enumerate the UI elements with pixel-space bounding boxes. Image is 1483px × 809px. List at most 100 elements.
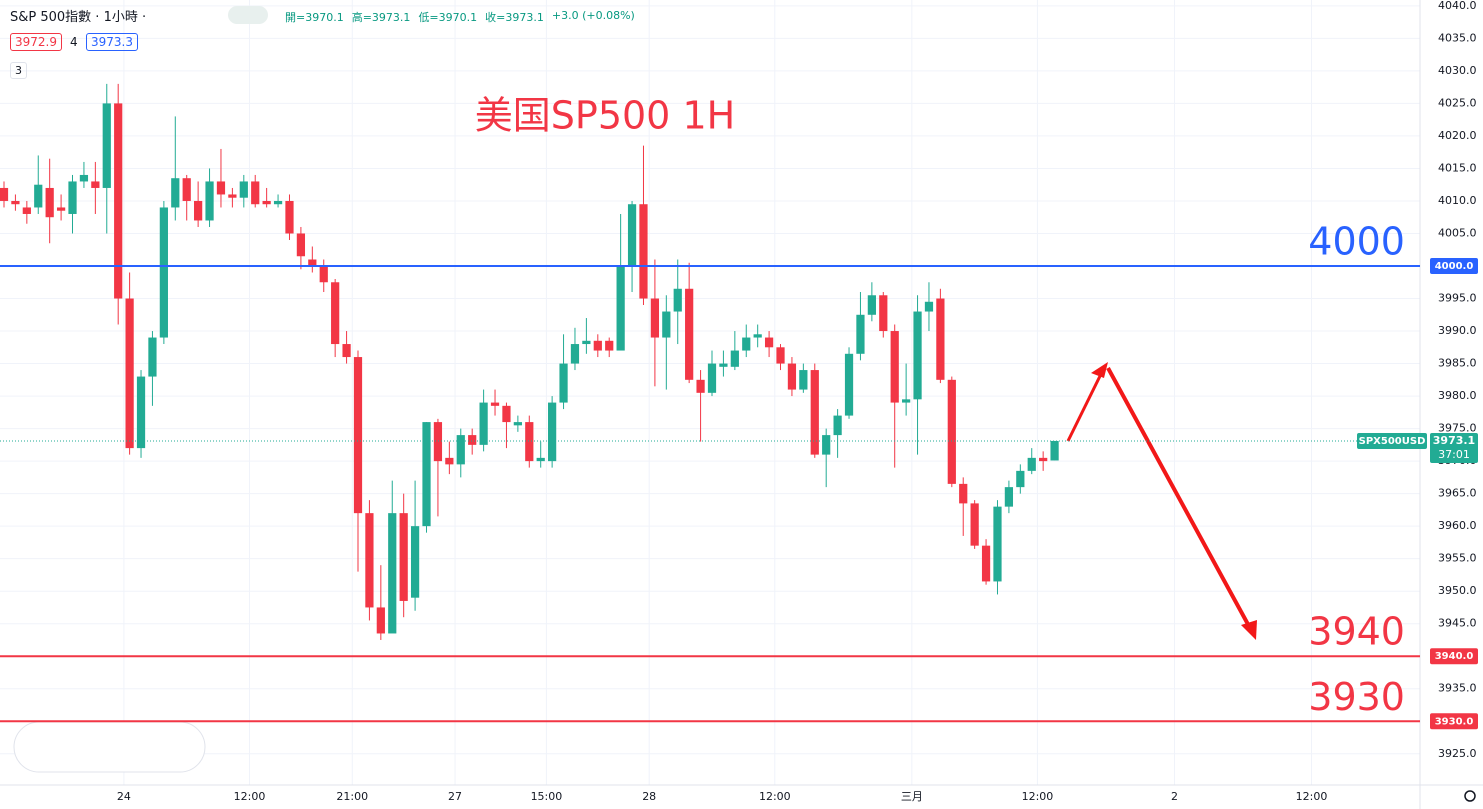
candle-body (685, 288, 694, 380)
x-tick-label: 28 (642, 790, 656, 803)
candle-body (856, 314, 865, 354)
candle-body (890, 331, 899, 403)
y-tick-label: 3975.0 (1438, 422, 1477, 435)
x-tick-label: 12:00 (1296, 790, 1328, 803)
candle-body (1039, 457, 1048, 462)
countdown: 37:01 (1438, 448, 1470, 461)
y-tick-label: 4020.0 (1438, 129, 1477, 142)
y-tick-label: 4005.0 (1438, 226, 1477, 239)
candle-body (68, 181, 77, 214)
candle-body (548, 402, 557, 462)
candle-body (627, 204, 637, 267)
level-tag: 4000.0 (1435, 261, 1474, 272)
candle-body (251, 181, 260, 205)
bid[interactable]: 3972.9 (10, 33, 62, 51)
level-label: 3930 (1308, 675, 1405, 719)
candle-body (308, 259, 317, 267)
candle-body (125, 298, 134, 449)
ohlc-low: 低=3970.1 (418, 11, 478, 24)
candle-body (433, 422, 443, 462)
candle-body (981, 545, 991, 582)
last-tag: 3973.1 (1433, 434, 1475, 447)
candle-body (228, 194, 237, 198)
candle-body (993, 506, 1002, 582)
candle-body (342, 344, 351, 358)
y-tick-label: 3990.0 (1438, 324, 1477, 337)
y-tick-label: 4035.0 (1438, 31, 1477, 44)
candle-body (536, 457, 545, 462)
arrow-up (1066, 371, 1104, 442)
x-tick-label: 12:00 (1022, 790, 1054, 803)
candle-body (399, 513, 408, 601)
candle-body (1050, 440, 1059, 461)
candle-body (239, 181, 248, 198)
y-tick-label: 3935.0 (1438, 682, 1477, 695)
candle-body (296, 233, 306, 257)
status-pill[interactable] (228, 6, 268, 24)
level-tag-bg (1430, 258, 1478, 275)
candle-body (959, 483, 968, 504)
indicators-toggle[interactable]: 3 (10, 62, 27, 79)
candle-body (376, 607, 385, 634)
arrow-head (1241, 620, 1257, 640)
y-tick-label: 4030.0 (1438, 64, 1477, 77)
candle-body (753, 334, 762, 338)
y-tick-label: 3965.0 (1438, 487, 1477, 500)
candle-body (559, 363, 568, 403)
candle-body (1016, 470, 1025, 488)
candle-body (194, 200, 203, 221)
x-tick-label: 12:00 (759, 790, 791, 803)
level-label: 4000 (1308, 220, 1405, 264)
candle-body (673, 288, 682, 312)
candle-body (365, 513, 374, 608)
candle-body (456, 435, 465, 465)
x-tick-label: 三月 (901, 790, 923, 803)
candle-body (833, 415, 842, 436)
level-tag: 3940.0 (1435, 651, 1474, 662)
candle-body (445, 457, 454, 465)
candle-body (114, 103, 123, 299)
candle-body (707, 363, 717, 393)
candle-body (787, 363, 797, 390)
candle-body (182, 178, 191, 201)
candle-body (525, 422, 534, 462)
candle-body (171, 178, 180, 208)
symbol: S&P 500指數 · 1小時 · (10, 10, 147, 25)
candle-body (616, 266, 625, 351)
candle-body (479, 402, 488, 445)
candle-body (148, 337, 157, 377)
x-tick-label: 27 (448, 790, 462, 803)
ohlc-close: 收=3973.1 (485, 11, 544, 24)
candle-body (388, 513, 397, 634)
x-tick-label: 12:00 (234, 790, 266, 803)
candle-body (1027, 457, 1036, 471)
search-box[interactable] (13, 721, 206, 773)
candle-body (696, 379, 705, 393)
spread: 4 (70, 35, 78, 49)
candle-body (582, 340, 591, 345)
y-tick-label: 3945.0 (1438, 617, 1477, 630)
candle-body (91, 181, 100, 188)
candle-body (639, 204, 648, 299)
candle-body (650, 298, 660, 338)
candle-body (79, 174, 89, 182)
candle-body (410, 526, 420, 598)
x-tick-label: 21:00 (336, 790, 368, 803)
candle-body (742, 337, 751, 351)
candle-body (764, 337, 774, 348)
settings-icon[interactable] (1464, 790, 1476, 802)
candle-body (319, 266, 328, 283)
level-tag: 3930.0 (1435, 716, 1474, 727)
candle-body (262, 200, 271, 205)
ask[interactable]: 3973.3 (86, 33, 138, 51)
arrow-head (1091, 362, 1108, 378)
candle-body (570, 344, 580, 364)
candle-body (331, 282, 340, 345)
candle-body (879, 295, 888, 332)
last-tag-bg (1430, 432, 1478, 463)
candle-body (662, 311, 671, 338)
level-tag-bg (1430, 648, 1478, 665)
x-tick-label: 15:00 (531, 790, 563, 803)
